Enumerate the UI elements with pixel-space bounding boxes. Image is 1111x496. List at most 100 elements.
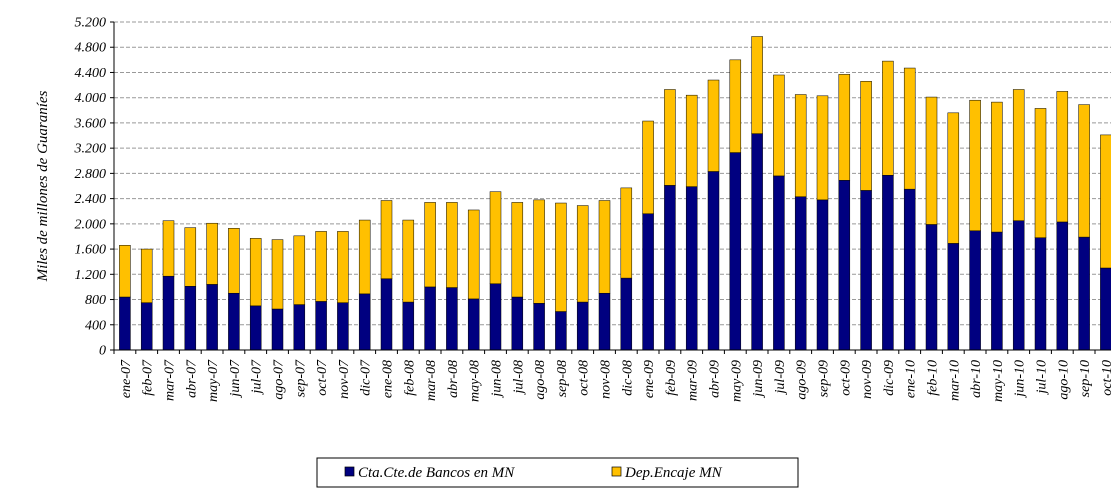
bar-segment — [1078, 104, 1090, 238]
bar-segment — [555, 202, 567, 312]
legend-label: Cta.Cte.de Bancos en MN — [358, 465, 515, 481]
bar-segment — [1078, 236, 1090, 351]
bar-segment — [380, 200, 393, 279]
bar-segment — [707, 171, 720, 351]
bar-segment — [293, 304, 306, 351]
x-tick-label: ene-10 — [904, 360, 919, 398]
bar-segment — [598, 200, 611, 294]
bar-segment — [1034, 108, 1047, 238]
x-tick-label: sep-10 — [1078, 360, 1093, 397]
bar-segment — [206, 284, 218, 351]
bar-segment — [337, 302, 349, 351]
x-tick-label: sep-08 — [555, 360, 570, 397]
x-tick-label: jun-10 — [1013, 360, 1028, 399]
bar-segment — [860, 190, 872, 351]
legend-box — [316, 457, 799, 488]
x-tick-label: mar-09 — [686, 360, 701, 401]
bar-segment — [1100, 134, 1111, 269]
bar-segment — [903, 67, 916, 190]
x-tick-label: dic-08 — [620, 360, 635, 396]
y-tick-label: 2.800 — [75, 167, 107, 182]
bar-segment — [184, 227, 197, 287]
bar-segment — [119, 296, 131, 351]
x-tick-label: sep-07 — [293, 359, 308, 397]
bar-segment — [685, 186, 698, 351]
x-tick-label: jun-08 — [490, 360, 505, 399]
y-tick-label: 1.200 — [75, 268, 107, 283]
bar-segment — [358, 219, 371, 295]
bar-segment — [685, 94, 698, 187]
bar-segment — [642, 213, 654, 351]
bar-segment — [947, 243, 960, 351]
y-tick-label: 3.200 — [74, 142, 107, 157]
bar-segment — [925, 96, 938, 225]
x-tick-label: jun-07 — [228, 359, 243, 399]
bar-segment — [119, 245, 131, 298]
bar-segment — [816, 95, 829, 201]
y-tick-label: 1.600 — [75, 243, 107, 258]
x-tick-label: abr-08 — [446, 360, 461, 398]
x-tick-label: oct-07 — [315, 359, 330, 396]
bar-segment — [249, 238, 262, 307]
x-tick-label: jul-07 — [250, 359, 265, 395]
bar-segment — [729, 59, 742, 153]
y-tick-label: 0 — [99, 344, 106, 359]
bar-segment — [184, 286, 197, 351]
bar-segment — [511, 296, 524, 351]
bar-segment — [249, 305, 262, 351]
bar-segment — [228, 228, 240, 294]
bar-segment — [1012, 89, 1025, 221]
bar-segment — [315, 301, 327, 351]
bar-segment — [140, 248, 153, 303]
bar-segment — [315, 231, 327, 302]
bar-segment — [489, 283, 502, 351]
bar-segment — [576, 301, 589, 351]
x-tick-label: dic-07 — [359, 359, 374, 396]
x-tick-label: feb-07 — [141, 359, 156, 396]
y-tick-label: 400 — [85, 318, 106, 333]
x-tick-label: mar-07 — [163, 359, 178, 401]
bar-segment — [467, 298, 480, 351]
y-tick-label: 3.600 — [74, 116, 107, 131]
bar-segment — [271, 308, 284, 351]
bar-segment — [620, 187, 633, 279]
x-tick-label: dic-09 — [882, 360, 897, 396]
y-tick-label: 4.800 — [75, 41, 107, 56]
bar-segment — [991, 231, 1003, 351]
x-tick-label: may-08 — [468, 360, 483, 402]
bar-segment — [598, 292, 611, 351]
bar-segment — [947, 112, 960, 244]
bar-segment — [707, 79, 720, 172]
bar-segment — [467, 209, 480, 300]
x-tick-label: nov-07 — [337, 359, 352, 399]
x-tick-label: ago-08 — [533, 360, 548, 400]
bar-segment — [838, 180, 851, 351]
bar-segment — [446, 287, 458, 351]
x-tick-label: nov-09 — [860, 360, 875, 399]
bar-segment — [794, 196, 807, 351]
y-tick-label: 2.000 — [75, 217, 107, 232]
y-tick-label: 5.200 — [75, 16, 107, 31]
bar-segment — [271, 239, 284, 310]
x-tick-label: mar-08 — [424, 360, 439, 401]
x-tick-label: jul-10 — [1035, 360, 1050, 395]
x-tick-label: abr-07 — [184, 359, 199, 398]
bar-segment — [664, 185, 676, 351]
bar-segment — [969, 230, 981, 351]
bar-segment — [882, 175, 894, 351]
bar-segment — [293, 235, 306, 305]
bar-segment — [489, 191, 502, 285]
x-tick-label: ene-08 — [381, 360, 396, 398]
bar-segment — [358, 293, 371, 351]
bar-segment — [380, 278, 393, 351]
bar-segment — [533, 303, 545, 351]
bar-segment — [424, 286, 436, 351]
bar-segment — [925, 224, 938, 351]
x-tick-label: jul-08 — [511, 360, 526, 395]
bar-segment — [969, 99, 981, 232]
bar-segment — [206, 222, 218, 285]
x-tick-label: jun-09 — [751, 360, 766, 399]
bar-segment — [860, 81, 872, 191]
y-tick-label: 4.400 — [75, 66, 107, 81]
